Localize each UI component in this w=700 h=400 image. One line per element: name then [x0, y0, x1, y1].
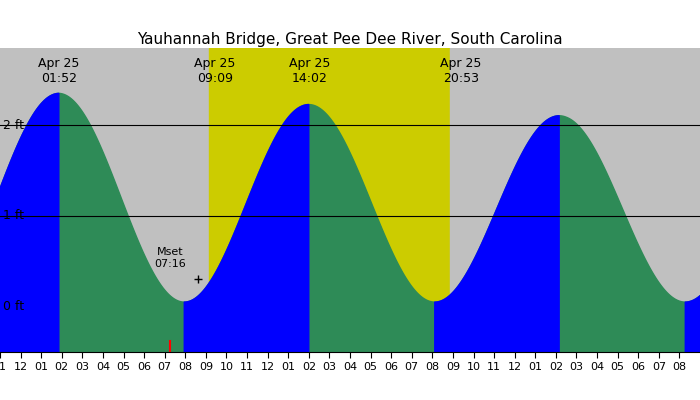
Text: Mset
07:16: Mset 07:16	[155, 247, 186, 268]
Text: Apr 25
20:53: Apr 25 20:53	[440, 57, 482, 85]
Text: 0 ft: 0 ft	[3, 300, 25, 313]
Text: Apr 25
09:09: Apr 25 09:09	[195, 57, 236, 85]
Text: 1 ft: 1 ft	[3, 209, 24, 222]
Text: 2 ft: 2 ft	[3, 119, 24, 132]
Title: Yauhannah Bridge, Great Pee Dee River, South Carolina: Yauhannah Bridge, Great Pee Dee River, S…	[137, 32, 563, 47]
Text: Apr 25
14:02: Apr 25 14:02	[289, 57, 330, 85]
Text: Apr 25
01:52: Apr 25 01:52	[38, 57, 80, 85]
